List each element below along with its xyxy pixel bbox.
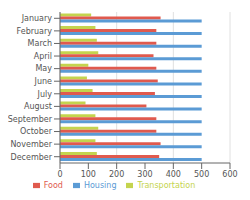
svg-text:300: 300 — [137, 170, 152, 179]
svg-text:500: 500 — [194, 170, 209, 179]
svg-text:0: 0 — [57, 170, 62, 179]
svg-text:September: September — [8, 115, 53, 124]
svg-text:December: December — [11, 153, 53, 162]
html-text:Housing: Housing — [83, 181, 117, 190]
svg-text:June: June — [34, 77, 53, 86]
svg-text:200: 200 — [109, 170, 124, 179]
svg-text:August: August — [24, 102, 52, 111]
svg-text:600: 600 — [222, 170, 237, 179]
html-text:Transportation: Transportation — [137, 181, 196, 190]
svg-text:July: July — [37, 90, 53, 99]
svg-text:400: 400 — [166, 170, 181, 179]
svg-text:May: May — [35, 64, 52, 73]
html-text:Food: Food — [43, 181, 63, 190]
svg-text:October: October — [20, 127, 53, 136]
svg-text:February: February — [17, 27, 53, 36]
svg-text:100: 100 — [81, 170, 96, 179]
svg-text:April: April — [34, 52, 52, 61]
svg-text:November: November — [10, 140, 52, 149]
svg-text:March: March — [28, 39, 52, 48]
svg-text:January: January — [21, 14, 53, 23]
